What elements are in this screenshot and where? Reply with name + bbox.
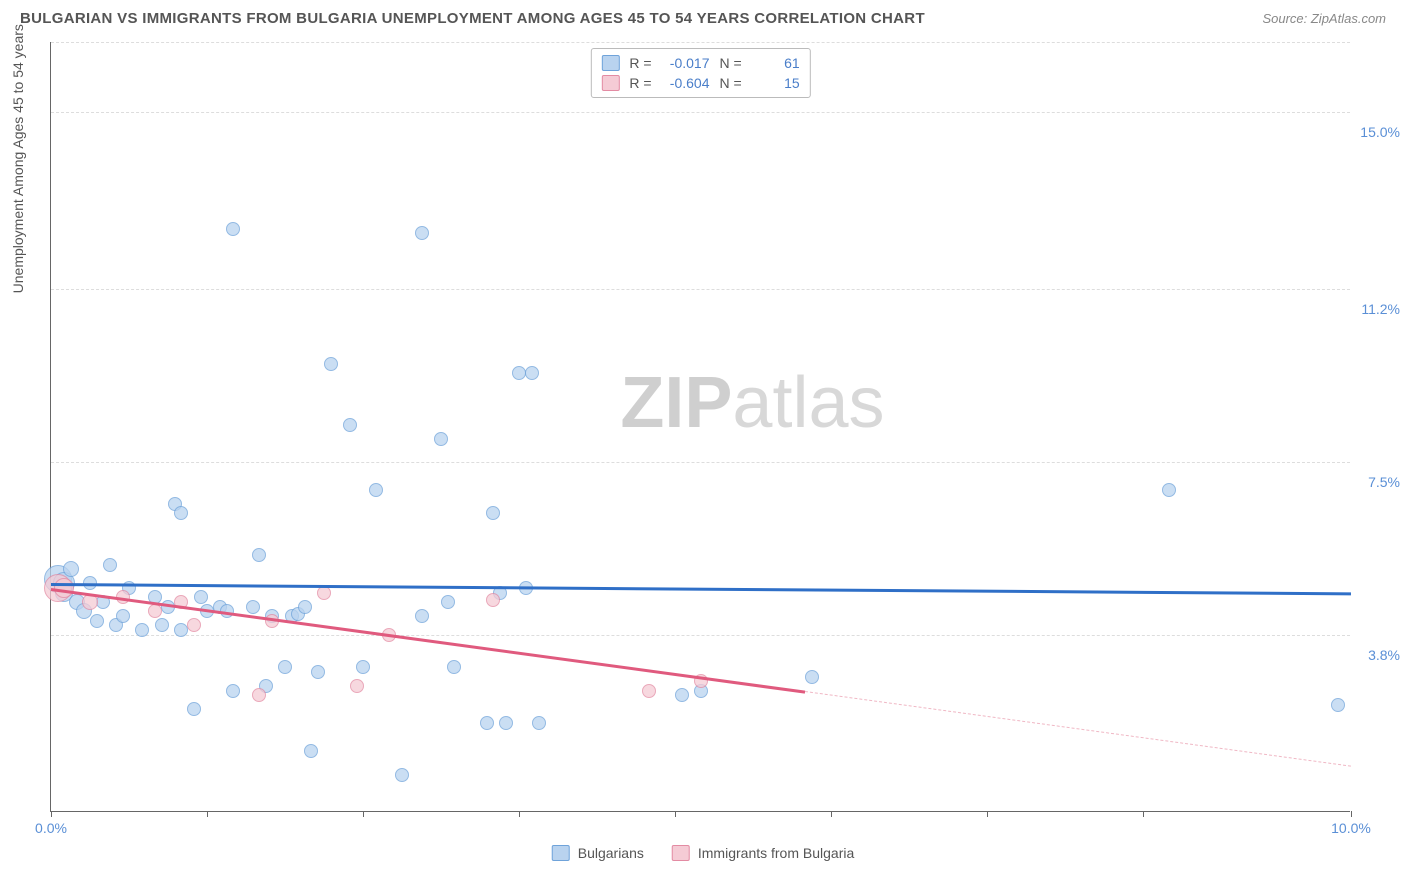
data-point [486,506,500,520]
chart-title: BULGARIAN VS IMMIGRANTS FROM BULGARIA UN… [20,10,925,27]
swatch-pink-icon [672,845,690,861]
x-tick [1351,811,1352,817]
data-point [148,604,162,618]
data-point [512,366,526,380]
data-point [805,670,819,684]
data-point [103,558,117,572]
x-tick [675,811,676,817]
data-point [135,623,149,637]
data-point [155,618,169,632]
x-tick [207,811,208,817]
data-point [499,716,513,730]
n-value-pink: 15 [752,75,800,91]
trend-line [51,588,805,693]
series-legend: Bulgarians Immigrants from Bulgaria [552,845,855,861]
data-point [298,600,312,614]
data-point [343,418,357,432]
y-tick-label: 3.8% [1355,647,1400,663]
data-point [1331,698,1345,712]
data-point [415,609,429,623]
data-point [90,614,104,628]
data-point [480,716,494,730]
data-point [252,688,266,702]
data-point [675,688,689,702]
data-point [532,716,546,730]
data-point [252,548,266,562]
x-tick [363,811,364,817]
y-tick-label: 11.2% [1355,301,1400,317]
data-point [369,483,383,497]
data-point [356,660,370,674]
data-point [525,366,539,380]
x-tick [51,811,52,817]
x-tick [1143,811,1144,817]
data-point [174,623,188,637]
grid-line [51,289,1350,290]
grid-line [51,462,1350,463]
grid-line [51,112,1350,113]
data-point [174,506,188,520]
data-point [116,609,130,623]
data-point [1162,483,1176,497]
data-point [441,595,455,609]
data-point [317,586,331,600]
legend-item-pink: Immigrants from Bulgaria [672,845,854,861]
chart-header: BULGARIAN VS IMMIGRANTS FROM BULGARIA UN… [20,10,1386,27]
x-tick [519,811,520,817]
data-point [434,432,448,446]
trend-line [51,583,1351,595]
grid-line [51,42,1350,43]
data-point [324,357,338,371]
y-tick-label: 15.0% [1355,124,1400,140]
swatch-pink-icon [601,75,619,91]
data-point [226,222,240,236]
data-point [311,665,325,679]
legend-item-blue: Bulgarians [552,845,644,861]
source-attribution: Source: ZipAtlas.com [1262,11,1386,26]
r-value-blue: -0.017 [662,55,710,71]
swatch-blue-icon [601,55,619,71]
x-tick-label: 0.0% [35,820,67,836]
grid-line [51,635,1350,636]
n-value-blue: 61 [752,55,800,71]
data-point [246,600,260,614]
y-axis-label: Unemployment Among Ages 45 to 54 years [10,24,26,293]
series-label-blue: Bulgarians [578,845,644,861]
data-point [187,702,201,716]
data-point [395,768,409,782]
trend-line-dashed [805,691,1351,767]
data-point [415,226,429,240]
data-point [486,593,500,607]
scatter-plot-area: ZIPatlas R = -0.017 N = 61 R = -0.604 N … [50,42,1350,812]
correlation-legend: R = -0.017 N = 61 R = -0.604 N = 15 [590,48,810,98]
x-tick [987,811,988,817]
series-label-pink: Immigrants from Bulgaria [698,845,854,861]
swatch-blue-icon [552,845,570,861]
data-point [278,660,292,674]
y-tick-label: 7.5% [1355,474,1400,490]
data-point [642,684,656,698]
data-point [447,660,461,674]
data-point [226,684,240,698]
r-value-pink: -0.604 [662,75,710,91]
legend-row-pink: R = -0.604 N = 15 [601,73,799,93]
x-tick [831,811,832,817]
watermark-logo: ZIPatlas [620,362,884,444]
data-point [350,679,364,693]
data-point [63,561,79,577]
legend-row-blue: R = -0.017 N = 61 [601,53,799,73]
data-point [194,590,208,604]
x-tick-label: 10.0% [1331,820,1371,836]
data-point [304,744,318,758]
data-point [187,618,201,632]
